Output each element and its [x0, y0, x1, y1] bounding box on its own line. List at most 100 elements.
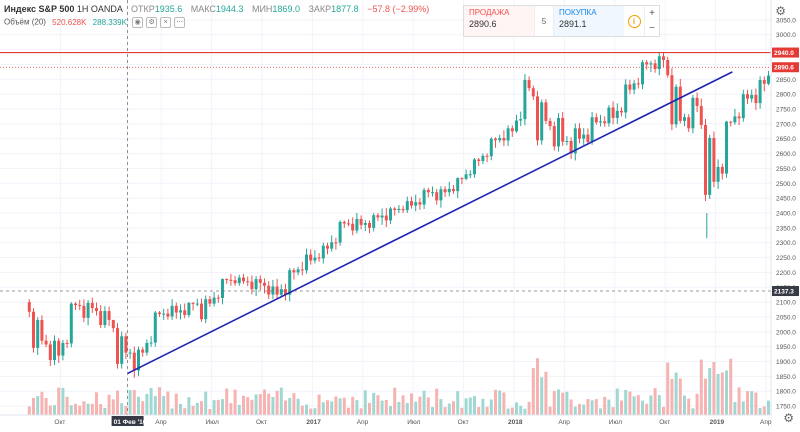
volume-bar	[187, 397, 191, 415]
volume-bar	[120, 403, 124, 415]
candle-body	[695, 97, 699, 107]
candle-body	[515, 120, 518, 132]
minus-icon[interactable]: −	[649, 23, 655, 34]
volume-bar	[405, 402, 409, 415]
buy-button[interactable]: ПОКУПКА 2891.1	[554, 6, 624, 36]
candle-body	[447, 188, 451, 193]
candle-body	[389, 208, 392, 221]
volume-bar	[334, 396, 338, 415]
close-icon[interactable]: ×	[160, 17, 172, 28]
settings-icon[interactable]: ⚙	[146, 17, 158, 28]
volume-bar	[149, 387, 153, 415]
candle-body	[628, 84, 632, 90]
time-tick-label: Июл	[609, 419, 622, 426]
volume-label[interactable]: Объём (20)	[4, 17, 46, 27]
volume-bar	[27, 406, 31, 415]
interval[interactable]: 1Н	[76, 4, 89, 14]
volume-bar	[229, 403, 233, 415]
symbol-name[interactable]: Индекс S&P 500	[4, 4, 75, 14]
volume-bar	[69, 405, 73, 415]
volume-bar	[393, 387, 397, 415]
price-tick-label: 2200.0	[776, 270, 796, 277]
plus-icon[interactable]: +	[649, 8, 655, 19]
trend-line	[127, 71, 733, 375]
volume-bar	[683, 395, 686, 415]
volume-bar	[447, 403, 451, 415]
candle-body	[359, 218, 363, 225]
volume-bar	[565, 391, 569, 415]
candle-body	[536, 96, 539, 141]
candle-body	[120, 336, 124, 364]
candle-body	[103, 311, 107, 325]
scale-settings-icon[interactable]: ⚙	[775, 4, 786, 18]
volume-bar	[720, 372, 724, 415]
volume-bar	[431, 407, 434, 415]
buy-price: 2891.1	[559, 19, 587, 29]
volume-bar	[485, 406, 489, 415]
candle-body	[279, 289, 283, 295]
candle-body	[57, 340, 61, 356]
candle-body	[204, 299, 208, 320]
candle-body	[78, 305, 82, 307]
candle-body	[653, 63, 657, 70]
volume-bar	[195, 402, 199, 415]
volume-bar	[65, 396, 69, 415]
candle-body	[82, 305, 86, 318]
gear-icon[interactable]: ⚙	[783, 411, 794, 425]
volume-bar	[313, 408, 317, 415]
candle-body	[351, 223, 355, 231]
candle-body	[153, 312, 157, 343]
volume-bar	[86, 403, 90, 415]
candle-body	[44, 340, 48, 345]
volume-bar	[657, 395, 661, 415]
candle-body	[473, 159, 476, 175]
price-tick-label: 3000.0	[776, 32, 796, 39]
volume-bar	[128, 390, 132, 415]
volume-bar	[414, 401, 418, 415]
candle-body	[74, 303, 77, 306]
info-button[interactable]: i	[624, 6, 644, 36]
candle-body	[494, 138, 497, 141]
volume-bar	[737, 387, 741, 415]
volume-bar	[141, 401, 145, 415]
more-icon[interactable]: ⋯	[174, 17, 186, 28]
candle-body	[578, 128, 581, 139]
volume-bar	[552, 391, 556, 415]
volume-bar	[695, 393, 699, 415]
volume-bar	[111, 399, 115, 415]
volume-bar	[237, 404, 241, 415]
time-tick-label: Июл	[407, 419, 420, 426]
candle-body	[674, 86, 678, 125]
quantity-stepper[interactable]: + −	[644, 6, 659, 36]
volume-bar	[725, 370, 728, 415]
volume-bar	[636, 395, 640, 415]
candle-body	[237, 277, 241, 284]
volume-bar	[460, 407, 464, 415]
volume-bar	[95, 392, 98, 415]
volume-bar	[620, 400, 623, 415]
candle-body	[645, 62, 649, 65]
candle-body	[267, 285, 271, 295]
candle-body	[607, 107, 611, 124]
level-price-label: 2940.0	[774, 50, 794, 57]
candle-body	[183, 310, 187, 316]
volume-bar	[174, 393, 178, 415]
candle-body	[678, 86, 682, 121]
volume-bar	[590, 400, 594, 415]
volume-bar	[305, 404, 308, 415]
candle-body	[275, 286, 279, 295]
candle-body	[410, 201, 413, 206]
volume-bar	[279, 387, 283, 415]
eye-icon[interactable]: ◉	[132, 17, 144, 28]
candle-body	[481, 155, 485, 161]
volume-bar	[200, 401, 203, 415]
volume-bar	[527, 401, 531, 415]
candle-body	[53, 340, 56, 361]
candle-body	[69, 303, 73, 344]
volume-bar	[548, 406, 552, 415]
sell-button[interactable]: ПРОДАЖА 2890.6	[464, 6, 535, 36]
candle-body	[65, 342, 69, 344]
volume-bar	[292, 393, 296, 415]
